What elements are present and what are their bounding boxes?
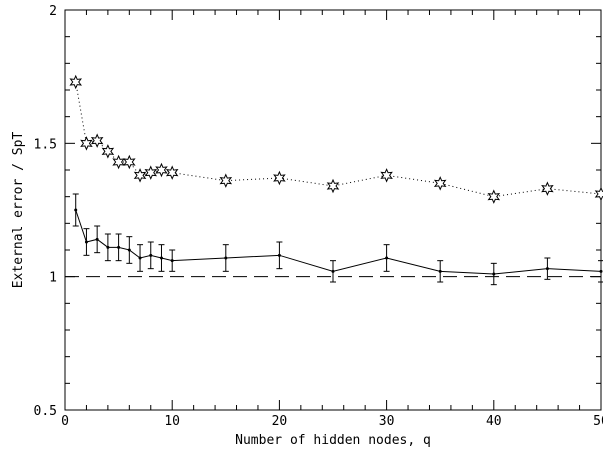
series-line-1 bbox=[75, 81, 602, 198]
data-point bbox=[277, 253, 281, 257]
x-tick-label: 0 bbox=[61, 414, 69, 429]
data-point bbox=[138, 256, 142, 260]
data-point bbox=[127, 248, 131, 252]
star-point bbox=[219, 173, 233, 188]
x-axis-label: Number of hidden nodes, q bbox=[235, 433, 431, 448]
data-point bbox=[385, 256, 389, 260]
star-point bbox=[273, 170, 286, 186]
data-point bbox=[106, 245, 110, 249]
y-tick-label: 1 bbox=[49, 271, 57, 286]
star-point bbox=[541, 181, 554, 196]
star-point bbox=[380, 168, 393, 183]
plot-frame bbox=[64, 9, 602, 411]
y-tick-label: 1.5 bbox=[34, 137, 57, 152]
data-point bbox=[84, 240, 88, 244]
data-point bbox=[438, 269, 442, 273]
data-point bbox=[117, 245, 121, 249]
star-point bbox=[144, 165, 158, 180]
x-tick-label: 50 bbox=[593, 414, 603, 429]
x-tick-label: 10 bbox=[164, 414, 180, 429]
data-point bbox=[224, 256, 228, 260]
star-point bbox=[101, 144, 115, 159]
star-point bbox=[112, 154, 125, 170]
y-tick-label: 0.5 bbox=[34, 404, 57, 419]
series-layer bbox=[69, 74, 603, 286]
x-tick-label: 30 bbox=[379, 414, 395, 429]
data-point bbox=[545, 267, 549, 271]
axis-ticks bbox=[64, 9, 602, 411]
data-point bbox=[170, 259, 174, 263]
star-point bbox=[433, 176, 447, 191]
star-point bbox=[90, 133, 104, 148]
star-point bbox=[326, 178, 340, 194]
y-axis-label: External error / SpT bbox=[11, 132, 26, 289]
star-point bbox=[155, 162, 168, 178]
star-point bbox=[487, 189, 501, 204]
x-tick-label: 20 bbox=[272, 414, 288, 429]
data-point bbox=[95, 237, 99, 241]
star-point bbox=[165, 165, 179, 180]
series-line-2 bbox=[75, 209, 602, 275]
data-point bbox=[74, 208, 78, 212]
data-point bbox=[599, 269, 603, 273]
star-point bbox=[594, 186, 603, 202]
star-point bbox=[123, 154, 136, 170]
star-point bbox=[69, 74, 82, 90]
data-point bbox=[492, 272, 496, 276]
data-point bbox=[159, 256, 163, 260]
data-point bbox=[149, 253, 153, 257]
x-tick-label: 40 bbox=[486, 414, 502, 429]
tick-labels: 0 10 20 30 40 50 0.5 1 1.5 2 bbox=[34, 4, 603, 429]
star-point bbox=[133, 168, 147, 183]
data-point bbox=[331, 269, 335, 273]
y-tick-label: 2 bbox=[49, 4, 57, 19]
star-point bbox=[80, 136, 93, 151]
